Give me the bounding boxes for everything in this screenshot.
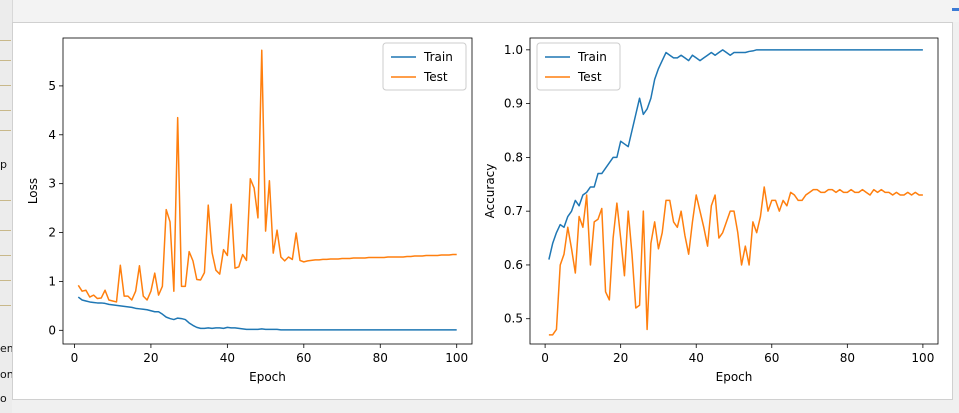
legend-box xyxy=(382,42,467,91)
scroll-indicator xyxy=(952,8,959,11)
y-tick-label: 0.9 xyxy=(504,97,523,111)
strip-line xyxy=(0,230,11,231)
series-line-test xyxy=(548,186,923,336)
y-tick-label: 4 xyxy=(48,128,56,142)
y-tick-label: 5 xyxy=(48,79,56,93)
x-tick-label: 100 xyxy=(911,351,934,365)
x-tick-label: 60 xyxy=(764,351,779,365)
x-tick-label: 80 xyxy=(840,351,855,365)
window-bottom-strip xyxy=(12,400,959,413)
legend-box xyxy=(536,42,621,91)
y-tick-label: 1.0 xyxy=(504,43,523,57)
x-tick-label: 80 xyxy=(373,351,388,365)
side-text: p xyxy=(0,158,7,171)
y-tick-label: 0.5 xyxy=(504,312,523,326)
y-tick-label: 0.6 xyxy=(504,258,523,272)
y-tick-label: 1 xyxy=(48,274,56,288)
y-axis-title: Loss xyxy=(26,178,40,204)
side-text: on xyxy=(0,368,14,381)
strip-line xyxy=(0,40,11,41)
y-tick-label: 0.8 xyxy=(504,150,523,164)
x-axis-title: Epoch xyxy=(249,370,286,384)
x-tick-label: 40 xyxy=(689,351,704,365)
plot-frame xyxy=(62,37,473,345)
legend-label-train: Train xyxy=(577,50,607,64)
figure-panel xyxy=(12,22,953,400)
x-tick-label: 40 xyxy=(220,351,235,365)
strip-line xyxy=(0,280,11,281)
x-tick-label: 20 xyxy=(143,351,158,365)
strip-line xyxy=(0,305,11,306)
legend-label-test: Test xyxy=(423,70,448,84)
x-tick-label: 60 xyxy=(296,351,311,365)
x-axis-title: Epoch xyxy=(716,370,753,384)
y-tick-label: 2 xyxy=(48,226,56,240)
legend-label-train: Train xyxy=(423,50,453,64)
y-tick-label: 3 xyxy=(48,177,56,191)
side-text: o xyxy=(0,392,7,405)
y-tick-label: 0 xyxy=(48,323,56,337)
x-tick-label: 100 xyxy=(445,351,468,365)
x-tick-label: 20 xyxy=(613,351,628,365)
strip-line xyxy=(0,60,11,61)
strip-line xyxy=(0,130,11,131)
x-tick-label: 0 xyxy=(541,351,549,365)
strip-line xyxy=(0,255,11,256)
strip-line xyxy=(0,85,11,86)
strip-line xyxy=(0,110,11,111)
y-tick-label: 0.7 xyxy=(504,204,523,218)
window-top-bar xyxy=(0,0,959,22)
series-line-test xyxy=(77,49,457,303)
series-line-train xyxy=(548,49,923,260)
legend-label-test: Test xyxy=(577,70,602,84)
x-tick-label: 0 xyxy=(71,351,79,365)
series-line-train xyxy=(77,296,457,331)
strip-line xyxy=(0,200,11,201)
plot-frame xyxy=(529,37,939,345)
y-axis-title: Accuracy xyxy=(483,164,497,219)
